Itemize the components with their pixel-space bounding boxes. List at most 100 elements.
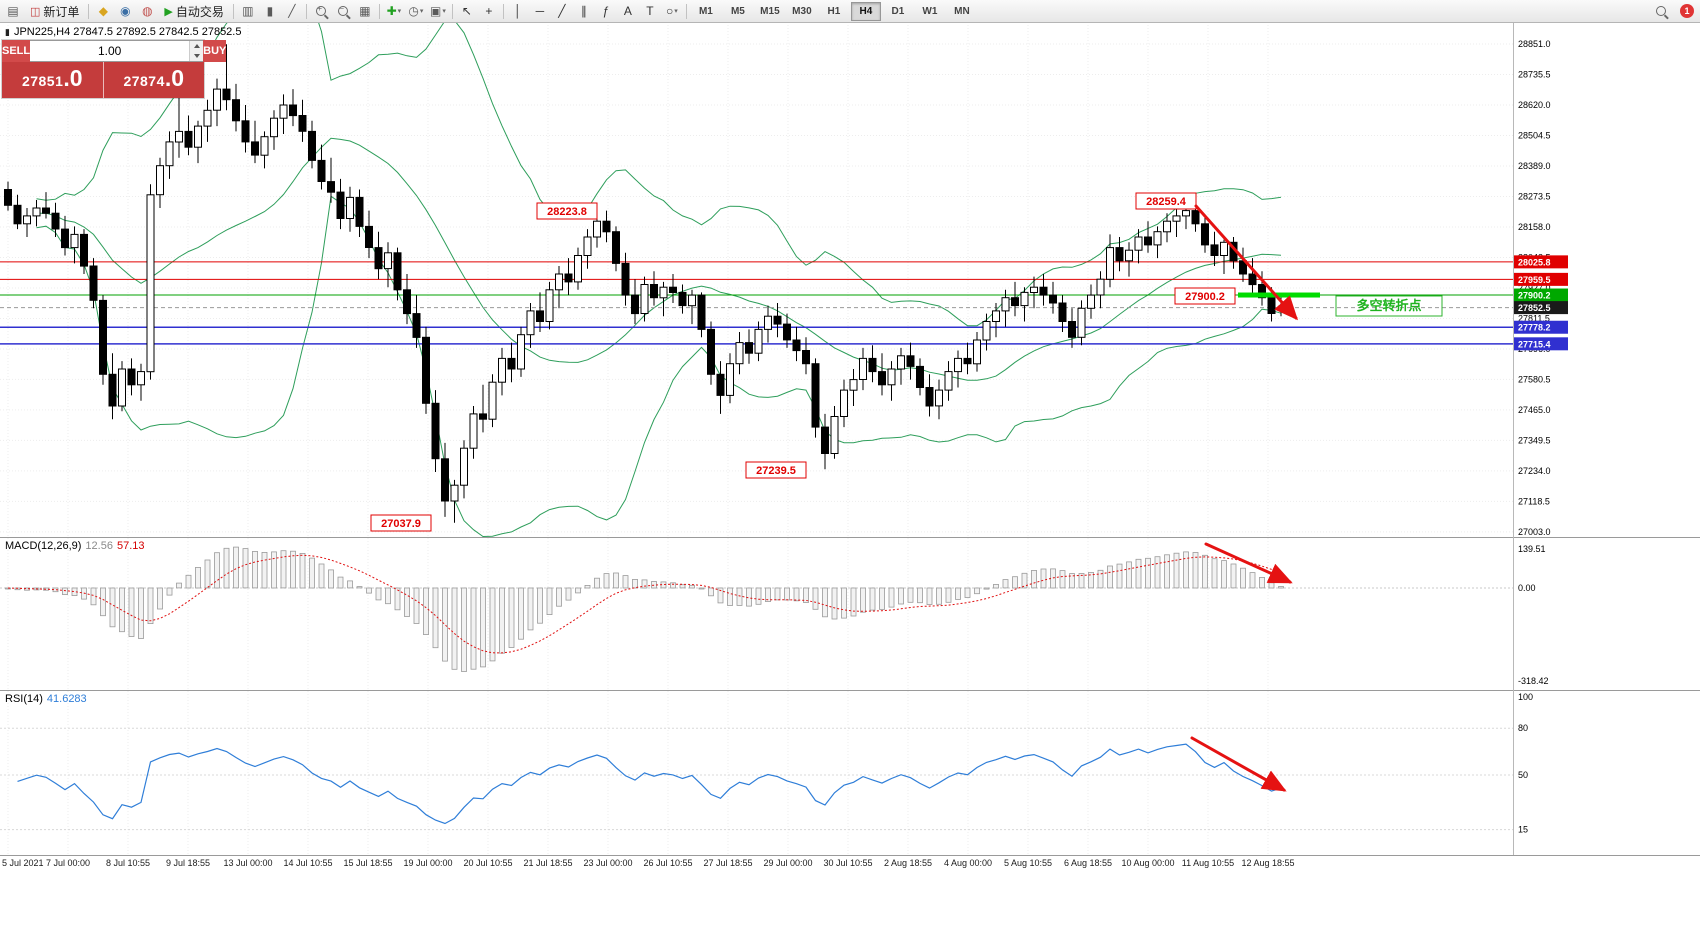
volume-decrease-button[interactable] xyxy=(190,51,204,61)
sell-price[interactable]: 27851.0 xyxy=(2,62,104,98)
search-icon[interactable] xyxy=(1651,2,1671,20)
svg-text:29 Jul 00:00: 29 Jul 00:00 xyxy=(763,858,812,868)
timeframe-m15-button[interactable]: M15 xyxy=(760,5,780,17)
svg-text:5 Aug 10:55: 5 Aug 10:55 xyxy=(1004,858,1052,868)
svg-text:2 Aug 18:55: 2 Aug 18:55 xyxy=(884,858,932,868)
rsi-panel[interactable]: 100 80 50 15 xyxy=(0,692,1533,835)
text-icon[interactable]: A xyxy=(623,4,632,18)
svg-text:26 Jul 10:55: 26 Jul 10:55 xyxy=(643,858,692,868)
toolbar-separator xyxy=(378,3,380,19)
candlestick-series[interactable] xyxy=(4,44,1285,523)
toolbar-items: ▤ ◫新订单 ◆ ◉ ◍ ▶自动交易 ▥ ▮ ╱ ▦ ✚▾ ◷▾ ▣▾ ↖ + │ ─ ╱ ∥ ƒAT ○▾ M1 M5 M1… xyxy=(0,0,978,22)
timeframe-d1-button[interactable]: D1 xyxy=(891,5,905,17)
bollinger-bands xyxy=(36,22,1282,537)
svg-text:50: 50 xyxy=(1518,770,1528,780)
svg-text:28851.0: 28851.0 xyxy=(1518,39,1551,49)
rsi-label: RSI(14) 41.6283 xyxy=(5,693,87,705)
notification-badge[interactable]: 1 xyxy=(1680,4,1694,18)
new-chart-icon[interactable]: ▤ xyxy=(7,4,19,18)
zoom-out-icon[interactable] xyxy=(333,2,353,20)
svg-text:28158.0: 28158.0 xyxy=(1518,222,1551,232)
price-scale[interactable]: 28851.0 28735.5 28620.0 28504.5 28389.0 28273… xyxy=(1518,39,1551,537)
buy-button[interactable]: BUY xyxy=(203,40,227,62)
auto-trading-button[interactable]: ▶ 自动交易 xyxy=(164,4,224,19)
price-downtrend-arrow[interactable] xyxy=(1194,204,1298,321)
turning-point-segment[interactable] xyxy=(1238,292,1320,298)
svg-text:100: 100 xyxy=(1518,692,1533,702)
macd-downtrend-arrow[interactable] xyxy=(1204,542,1293,584)
svg-text:4 Aug 00:00: 4 Aug 00:00 xyxy=(944,858,992,868)
timeframe-m1-button[interactable]: M1 xyxy=(698,5,713,17)
timeframe-h4-button[interactable]: H4 xyxy=(850,1,881,21)
svg-text:28025.8: 28025.8 xyxy=(1518,257,1551,267)
svg-text:13 Jul 00:00: 13 Jul 00:00 xyxy=(223,858,272,868)
svg-text:-318.42: -318.42 xyxy=(1518,676,1549,686)
zoom-in-icon[interactable] xyxy=(311,2,331,20)
buy-price[interactable]: 27874.0 xyxy=(123,65,185,91)
svg-text:8 Jul 10:55: 8 Jul 10:55 xyxy=(106,858,150,868)
panel-separators xyxy=(0,22,1700,856)
new-order-button[interactable]: ◫ 新订单 xyxy=(30,4,80,19)
timeframe-h1-button[interactable]: H1 xyxy=(827,5,841,17)
profile-icon[interactable]: ◉ xyxy=(120,4,131,18)
horizontal-line-icon[interactable]: ─ xyxy=(535,4,545,18)
rsi-downtrend-arrow[interactable] xyxy=(1190,736,1287,792)
macd-label: MACD(12,26,9) 12.56 57.13 xyxy=(5,540,145,552)
trendline-icon[interactable]: ╱ xyxy=(558,4,566,18)
bar-chart-icon[interactable]: ▥ xyxy=(242,4,254,18)
svg-text:27118.5: 27118.5 xyxy=(1518,496,1550,506)
volume-increase-button[interactable] xyxy=(190,41,204,51)
svg-text:19 Jul 00:00: 19 Jul 00:00 xyxy=(403,858,452,868)
periods-icon[interactable]: ◷ ▾ xyxy=(408,4,424,18)
svg-text:6 Aug 18:55: 6 Aug 18:55 xyxy=(1064,858,1112,868)
crosshair-icon[interactable]: + xyxy=(485,4,493,18)
tile-windows-icon[interactable]: ▦ xyxy=(359,4,371,18)
fibonacci-icon[interactable]: ƒ xyxy=(602,4,610,18)
svg-text:21 Jul 18:55: 21 Jul 18:55 xyxy=(523,858,572,868)
svg-text:5 Jul 2021: 5 Jul 2021 xyxy=(2,858,44,868)
svg-text:12 Aug 18:55: 12 Aug 18:55 xyxy=(1241,858,1294,868)
svg-text:28620.0: 28620.0 xyxy=(1518,100,1551,110)
svg-text:15 Jul 18:55: 15 Jul 18:55 xyxy=(343,858,392,868)
shapes-icon[interactable]: ○ ▾ xyxy=(666,4,678,18)
svg-text:27465.0: 27465.0 xyxy=(1518,405,1551,415)
toolbar-separator xyxy=(685,3,687,19)
toolbar-separator xyxy=(88,3,90,19)
timeframe-m30-button[interactable]: M30 xyxy=(792,5,812,17)
candlestick-chart-icon[interactable]: ▮ xyxy=(266,4,274,18)
price-annotations: 28223.8 28259.4 27900.2 27239.5 27037.9 多空转折点 xyxy=(370,192,1443,532)
svg-text:9 Jul 18:55: 9 Jul 18:55 xyxy=(166,858,210,868)
volume-input[interactable] xyxy=(30,41,190,61)
indicators-icon[interactable]: ✚ ▾ xyxy=(386,4,402,18)
svg-text:27900.2: 27900.2 xyxy=(1518,291,1551,301)
sell-button[interactable]: SELL xyxy=(2,40,31,62)
svg-text:多空转折点: 多空转折点 xyxy=(1356,298,1421,313)
label-icon[interactable]: T xyxy=(646,4,654,18)
symbol-info: ▮ JPN225,H4 27847.5 27892.5 27842.5 2785… xyxy=(5,26,241,38)
toolbar-separator xyxy=(502,3,504,19)
channel-icon[interactable]: ∥ xyxy=(580,4,587,18)
cursor-icon[interactable]: ↖ xyxy=(461,4,472,18)
svg-text:28504.5: 28504.5 xyxy=(1518,130,1551,140)
macd-scale: 139.51 0.00 -318.42 xyxy=(1518,544,1549,686)
timeframe-mn-button[interactable]: MN xyxy=(954,5,970,17)
horizontal-line-objects[interactable] xyxy=(0,261,1513,345)
svg-text:10 Aug 00:00: 10 Aug 00:00 xyxy=(1121,858,1174,868)
svg-text:27900.2: 27900.2 xyxy=(1185,291,1225,303)
line-chart-icon[interactable]: ╱ xyxy=(288,4,296,18)
macd-histogram[interactable] xyxy=(0,546,1513,672)
templates-icon[interactable]: ▣ ▾ xyxy=(429,4,446,18)
svg-text:14 Jul 10:55: 14 Jul 10:55 xyxy=(283,858,332,868)
svg-text:27852.5: 27852.5 xyxy=(1518,303,1551,313)
favorites-icon[interactable]: ◆ xyxy=(98,4,109,18)
svg-text:28259.4: 28259.4 xyxy=(1146,196,1187,208)
svg-text:28735.5: 28735.5 xyxy=(1518,69,1551,79)
vertical-line-icon[interactable]: │ xyxy=(514,4,522,18)
time-axis[interactable]: 5 Jul 2021 7 Jul 00:00 8 Jul 10:55 9 Jul 18… xyxy=(2,858,1295,868)
toolbar-separator xyxy=(305,3,307,19)
timeframe-w1-button[interactable]: W1 xyxy=(922,5,938,17)
timeframe-m5-button[interactable]: M5 xyxy=(730,5,745,17)
market-icon[interactable]: ◍ xyxy=(142,4,153,18)
symbol-ohlc-text: JPN225,H4 27847.5 27892.5 27842.5 27852.… xyxy=(13,26,242,38)
